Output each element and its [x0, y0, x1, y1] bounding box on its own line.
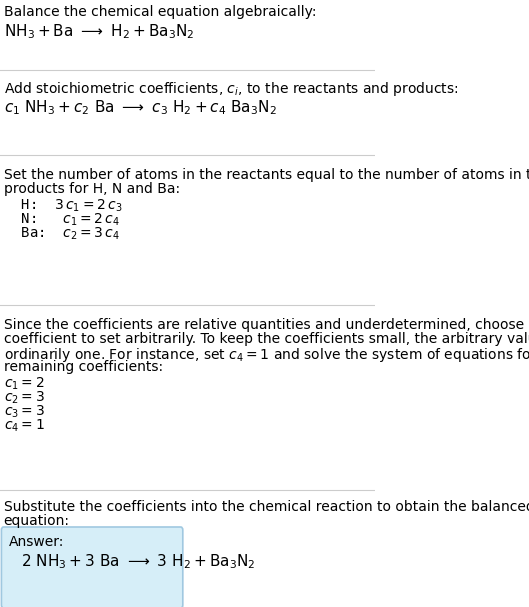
Text: Balance the chemical equation algebraically:: Balance the chemical equation algebraica… [4, 5, 316, 19]
Text: Substitute the coefficients into the chemical reaction to obtain the balanced: Substitute the coefficients into the che… [4, 500, 529, 514]
Text: Since the coefficients are relative quantities and underdetermined, choose a: Since the coefficients are relative quan… [4, 318, 529, 332]
Text: Answer:: Answer: [9, 535, 65, 549]
Text: N:   $c_1 = 2\,c_4$: N: $c_1 = 2\,c_4$ [4, 212, 120, 228]
FancyBboxPatch shape [2, 527, 183, 607]
Text: $c_4 = 1$: $c_4 = 1$ [4, 418, 44, 435]
Text: Set the number of atoms in the reactants equal to the number of atoms in the: Set the number of atoms in the reactants… [4, 168, 529, 182]
Text: coefficient to set arbitrarily. To keep the coefficients small, the arbitrary va: coefficient to set arbitrarily. To keep … [4, 332, 529, 346]
Text: $\mathrm{NH_3 + Ba \ {\longrightarrow} \ H_2 + Ba_3N_2}$: $\mathrm{NH_3 + Ba \ {\longrightarrow} \… [4, 22, 194, 41]
Text: products for H, N and Ba:: products for H, N and Ba: [4, 182, 180, 196]
Text: $\mathrm{2\ NH_3 + 3\ Ba \ {\longrightarrow} \ 3\ H_2 + Ba_3N_2}$: $\mathrm{2\ NH_3 + 3\ Ba \ {\longrightar… [21, 552, 256, 571]
Text: H:  $3\,c_1 = 2\,c_3$: H: $3\,c_1 = 2\,c_3$ [4, 198, 122, 214]
Text: equation:: equation: [4, 514, 69, 528]
Text: ordinarily one. For instance, set $c_4 = 1$ and solve the system of equations fo: ordinarily one. For instance, set $c_4 =… [4, 346, 529, 364]
Text: $c_2 = 3$: $c_2 = 3$ [4, 390, 44, 407]
Text: $c_1 = 2$: $c_1 = 2$ [4, 376, 44, 392]
Text: $c_1\ \mathrm{NH_3} + c_2\ \mathrm{Ba} \ {\longrightarrow} \ c_3\ \mathrm{H_2} +: $c_1\ \mathrm{NH_3} + c_2\ \mathrm{Ba} \… [4, 98, 276, 117]
Text: Add stoichiometric coefficients, $c_i$, to the reactants and products:: Add stoichiometric coefficients, $c_i$, … [4, 80, 458, 98]
Text: $c_3 = 3$: $c_3 = 3$ [4, 404, 44, 421]
Text: Ba:  $c_2 = 3\,c_4$: Ba: $c_2 = 3\,c_4$ [4, 226, 120, 242]
Text: remaining coefficients:: remaining coefficients: [4, 360, 163, 374]
